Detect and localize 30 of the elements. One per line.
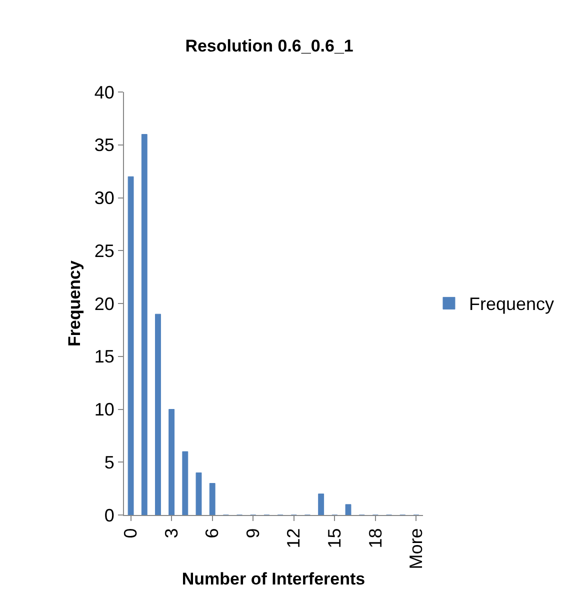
x-tick-label: 12 xyxy=(284,528,304,548)
bar xyxy=(168,409,175,515)
bar xyxy=(318,494,324,515)
y-tick-label: 20 xyxy=(94,294,114,314)
bar xyxy=(141,134,148,515)
bar xyxy=(345,504,352,515)
bar xyxy=(182,451,188,515)
chart-title: Resolution 0.6_0.6_1 xyxy=(185,36,354,56)
y-tick-label: 25 xyxy=(94,240,114,261)
x-tick-label: 18 xyxy=(365,528,386,548)
bar xyxy=(155,314,161,515)
x-tick-label: 0 xyxy=(120,528,141,538)
y-tick-label: 40 xyxy=(94,82,114,102)
x-axis-title: Number of Interferents xyxy=(182,570,366,589)
x-tick-label: 9 xyxy=(242,528,263,538)
x-tick-label: 15 xyxy=(324,528,345,548)
y-tick-label: 35 xyxy=(94,135,114,156)
y-tick-label: 0 xyxy=(104,505,114,526)
legend-label: Frequency xyxy=(468,294,554,314)
x-tick-label: More xyxy=(406,528,426,570)
x-tick-label: 6 xyxy=(202,528,222,538)
bar xyxy=(196,472,202,515)
y-tick-label: 5 xyxy=(104,452,114,472)
y-tick-label: 10 xyxy=(94,400,114,420)
y-tick-label: 15 xyxy=(94,346,114,367)
bar xyxy=(209,483,216,515)
y-tick-label: 30 xyxy=(94,188,114,208)
x-tick-label: 3 xyxy=(161,528,182,538)
y-axis-title: Frequency xyxy=(65,260,84,346)
bar xyxy=(128,176,134,515)
